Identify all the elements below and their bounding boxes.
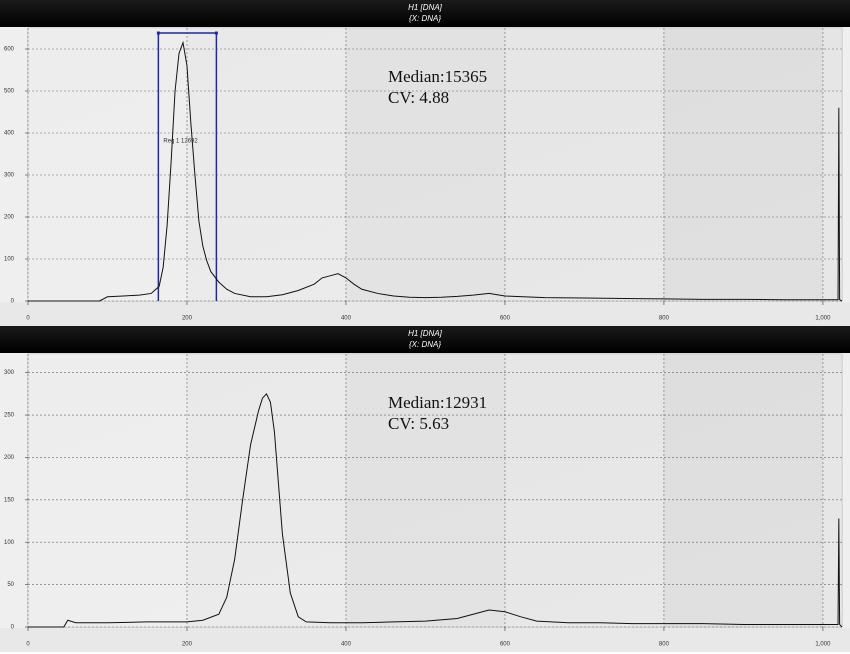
region-handle [156, 31, 160, 35]
y-tick-label: 50 [7, 582, 14, 588]
annotation: CV: 4.88 [388, 88, 449, 107]
subtitle: {X: DNA} [409, 14, 441, 23]
y-tick-label: 300 [4, 370, 15, 376]
y-tick-label: 500 [4, 89, 15, 95]
annotation: Median:15365 [388, 67, 487, 86]
band [822, 28, 842, 301]
band [504, 354, 664, 627]
subtitle: {X: DNA} [409, 340, 441, 349]
x-axis-bg [0, 302, 850, 326]
y-tick-label: 0 [11, 625, 15, 631]
x-tick-label: 0 [26, 316, 30, 322]
band [504, 28, 664, 301]
region-handle [214, 31, 218, 35]
histogram-line [28, 40, 843, 302]
band [822, 354, 842, 627]
region-label: Reg 1 12692 [163, 139, 198, 145]
x-tick-label: 200 [182, 642, 193, 648]
band [186, 28, 346, 301]
x-tick-label: 600 [500, 642, 511, 648]
title: H1 [DNA] [408, 329, 443, 338]
x-tick-label: 200 [182, 316, 193, 322]
band [345, 354, 505, 627]
region-gate [157, 32, 218, 301]
band [28, 354, 187, 627]
band [28, 28, 187, 301]
x-tick-label: 0 [26, 642, 30, 648]
x-tick-label: 800 [659, 316, 670, 322]
y-tick-label: 400 [4, 131, 15, 137]
title-bar [0, 0, 850, 27]
y-tick-label: 150 [4, 497, 15, 503]
x-tick-label: 600 [500, 316, 511, 322]
band [186, 354, 346, 627]
x-axis-bg [0, 628, 850, 652]
title-bar [0, 326, 850, 353]
y-tick-label: 600 [4, 47, 15, 53]
x-tick-label: 800 [659, 642, 670, 648]
band [663, 28, 823, 301]
title: H1 [DNA] [408, 3, 443, 12]
band [345, 28, 505, 301]
y-tick-label: 0 [11, 299, 15, 305]
y-tick-label: 250 [4, 413, 15, 419]
x-tick-label: 400 [341, 642, 352, 648]
annotation: Median:12931 [388, 393, 487, 412]
y-tick-label: 300 [4, 173, 15, 179]
band [663, 354, 823, 627]
annotation: CV: 5.63 [388, 414, 449, 433]
x-tick-label: 1,000 [815, 316, 831, 322]
y-tick-label: 200 [4, 215, 15, 221]
y-tick-label: 100 [4, 257, 15, 263]
y-tick-label: 200 [4, 455, 15, 461]
y-tick-label: 100 [4, 540, 15, 546]
x-tick-label: 400 [341, 316, 352, 322]
histogram-line [28, 392, 843, 628]
x-tick-label: 1,000 [815, 642, 831, 648]
